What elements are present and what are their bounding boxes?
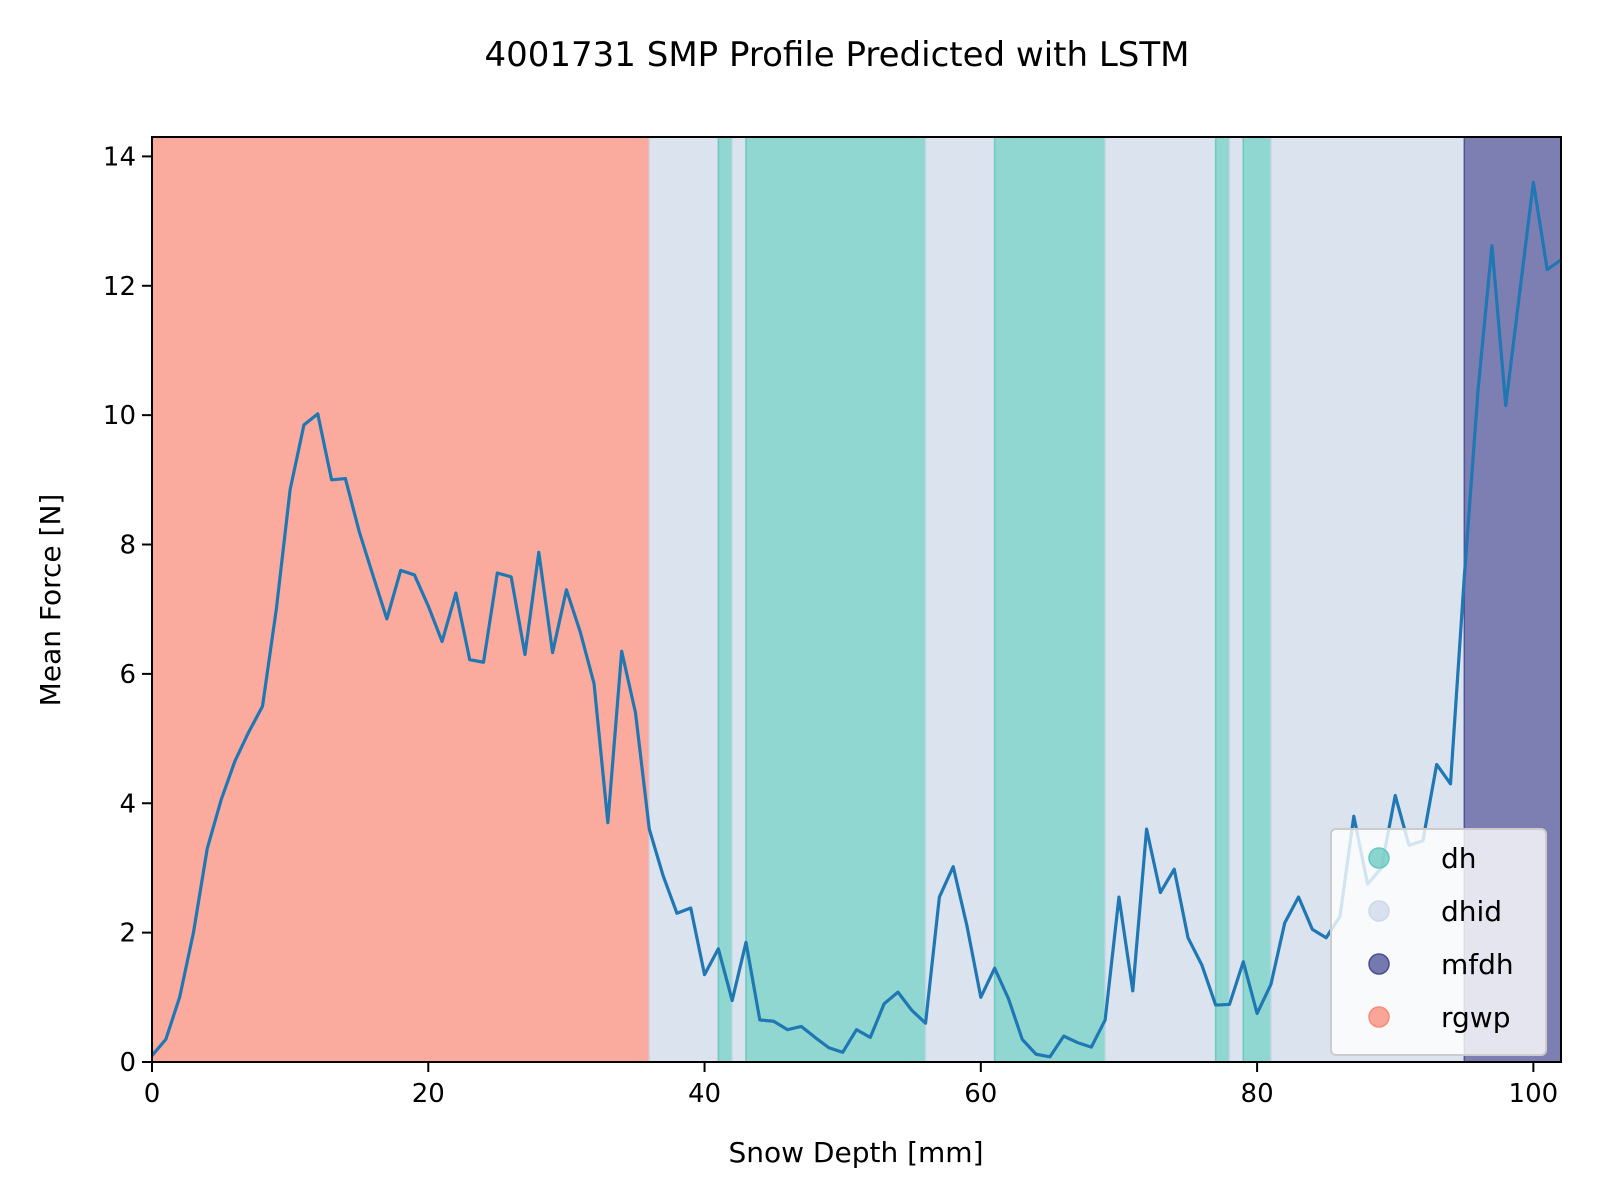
band-dh-6 — [993, 136, 1106, 1063]
x-axis: 0 20 40 60 80 100 — [144, 1062, 1558, 1109]
x-axis-label: Snow Depth [mm] — [728, 1136, 983, 1169]
band-dh-4 — [745, 136, 927, 1063]
band-dhid-7 — [1104, 136, 1217, 1063]
legend-label-mfdh: mfdh — [1441, 948, 1514, 981]
band-rgwp-0 — [151, 136, 651, 1063]
y-tick-label: 0 — [119, 1048, 136, 1078]
legend-label-rgwp: rgwp — [1441, 1001, 1510, 1034]
band-dh-2 — [717, 136, 733, 1063]
legend-box — [1330, 828, 1547, 1056]
band-dhid-9 — [1228, 136, 1245, 1063]
band-dhid-1 — [648, 136, 720, 1063]
x-tick-label: 60 — [964, 1079, 997, 1109]
y-tick-label: 4 — [119, 789, 136, 819]
bands-layer — [151, 136, 1562, 1063]
y-tick-label: 6 — [119, 660, 136, 690]
legend-marker-dh — [1368, 847, 1390, 869]
y-axis: 0 2 4 6 8 10 12 14 — [103, 142, 152, 1078]
series-line-mean-force — [152, 180, 1561, 1059]
chart-title: 4001731 SMP Profile Predicted with LSTM — [485, 35, 1190, 75]
plot-frame — [151, 136, 1562, 1063]
legend-label-dhid: dhid — [1441, 895, 1502, 928]
y-tick-label: 8 — [119, 531, 136, 561]
x-tick-label: 80 — [1241, 1079, 1274, 1109]
legend-marker-mfdh — [1368, 953, 1390, 975]
y-tick-label: 14 — [103, 142, 136, 172]
x-tick-label: 0 — [144, 1079, 161, 1109]
x-tick-label: 100 — [1509, 1079, 1559, 1109]
legend-label-dh: dh — [1441, 842, 1477, 875]
y-tick-label: 2 — [119, 919, 136, 949]
band-dh-8 — [1214, 136, 1231, 1063]
x-tick-label: 40 — [688, 1079, 721, 1109]
y-axis-label: Mean Force [N] — [34, 494, 67, 707]
band-dh-10 — [1242, 136, 1272, 1063]
legend: dh dhid mfdh rgwp — [1330, 828, 1547, 1056]
legend-marker-rgwp — [1368, 1006, 1390, 1028]
y-tick-label: 12 — [103, 272, 136, 302]
line-layer — [152, 180, 1561, 1059]
y-tick-label: 10 — [103, 401, 136, 431]
band-dhid-3 — [731, 136, 747, 1063]
x-tick-label: 20 — [412, 1079, 445, 1109]
legend-marker-dhid — [1368, 900, 1390, 922]
